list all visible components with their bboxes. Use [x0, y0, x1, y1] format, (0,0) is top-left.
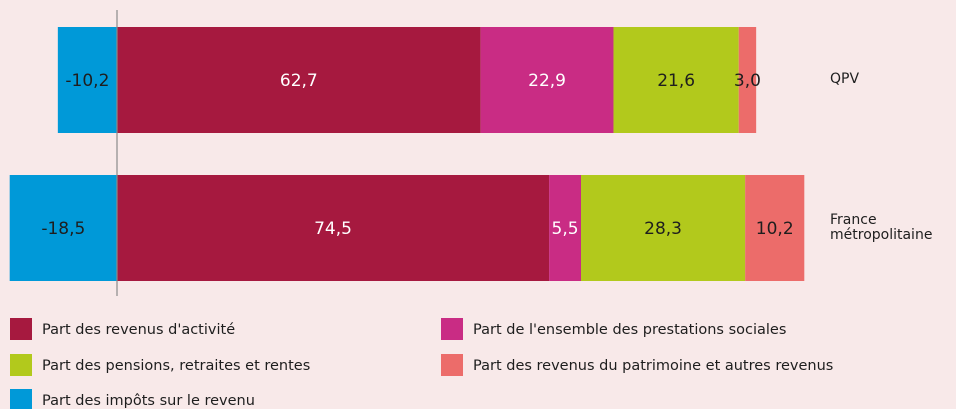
bar-segment	[745, 175, 805, 281]
legend-label: Part des revenus du patrimoine et autres…	[473, 358, 833, 374]
legend-swatch	[10, 318, 32, 340]
bar-segment	[57, 27, 117, 133]
data-label: 28,3	[644, 219, 682, 239]
legend-label: Part des pensions, retraites et rentes	[42, 358, 310, 374]
data-label: 62,7	[280, 71, 318, 91]
data-label: -18,5	[41, 219, 85, 239]
legend-swatch	[10, 354, 32, 376]
bar-segment	[117, 175, 550, 281]
legend-swatch	[10, 389, 32, 409]
data-label: 3,0	[734, 71, 761, 91]
category-label: France métropolitaine	[830, 212, 933, 243]
bar-segment	[549, 175, 581, 281]
bar-segment	[738, 27, 757, 133]
legend-label: Part de l'ensemble des prestations socia…	[473, 322, 786, 338]
data-label: 22,9	[528, 71, 566, 91]
legend-swatch	[441, 318, 463, 340]
legend-label: Part des impôts sur le revenu	[42, 393, 255, 409]
data-label: 5,5	[552, 219, 579, 239]
bar-segment	[9, 175, 118, 281]
category-label: QPV	[830, 71, 860, 87]
bar-segment	[480, 27, 614, 133]
bar-segment	[613, 27, 739, 133]
data-label: 21,6	[657, 71, 695, 91]
data-label: -10,2	[65, 71, 109, 91]
legend-swatch	[441, 354, 463, 376]
data-label: 74,5	[314, 219, 352, 239]
bar-segment	[117, 27, 481, 133]
bar-segment	[581, 175, 746, 281]
data-label: 10,2	[756, 219, 794, 239]
legend-label: Part des revenus d'activité	[42, 322, 235, 338]
